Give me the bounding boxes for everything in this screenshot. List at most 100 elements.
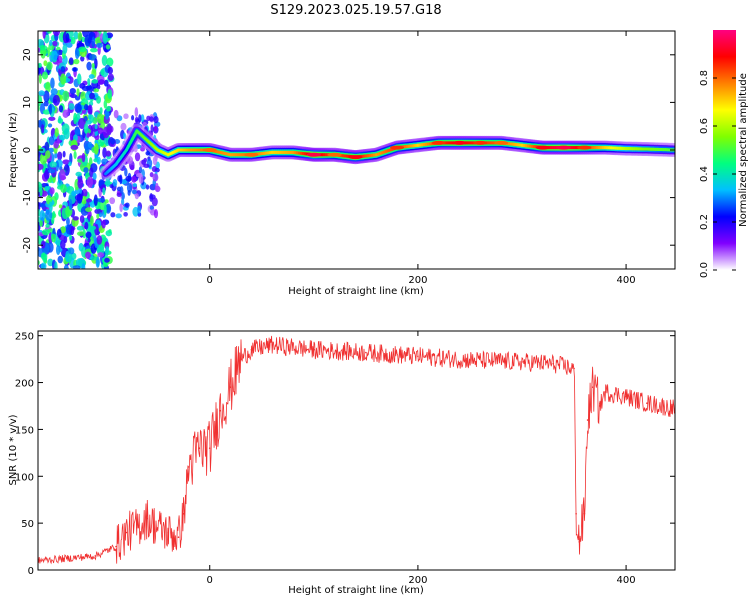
spectrogram-speckle (68, 57, 74, 65)
snr-point (586, 419, 589, 421)
spectrogram-speckle (149, 172, 154, 178)
spectrogram-speckle (152, 173, 159, 182)
snr-noise-trace (38, 335, 675, 565)
spectrogram-speckle (70, 225, 75, 236)
spectrogram-speckle (153, 209, 159, 219)
spectrogram-speckle (119, 203, 123, 213)
spectrogram-speckle (83, 167, 89, 174)
spectrogram-speckle (137, 205, 141, 214)
y-tick-label: 250 (15, 332, 34, 343)
spectrogram-speckle (73, 150, 77, 160)
spectrogram-speckle (69, 87, 76, 95)
spectrogram-speckle (59, 134, 66, 141)
spectrogram-speckle (88, 74, 95, 79)
spectrogram-speckle (146, 115, 151, 122)
spectrogram-speckle (133, 144, 138, 153)
spectrogram-speckle (38, 90, 45, 96)
snr-line-marks (38, 335, 675, 565)
spectrogram-speckle (48, 103, 52, 115)
spectrogram-speckle (105, 150, 111, 157)
spectrogram-speckle (138, 114, 142, 123)
snr-point (240, 358, 242, 360)
spectrogram-speckle (58, 204, 63, 209)
snr-point (625, 395, 627, 398)
spectrogram-speckle (62, 44, 68, 55)
snr-frame (37, 330, 676, 571)
spectrogram-speckle (47, 258, 54, 267)
spectrogram-hotspot (348, 155, 363, 160)
spectrogram-speckle (102, 126, 110, 139)
spectrogram-speckle (40, 262, 47, 269)
spectrogram-speckle (119, 174, 123, 185)
spectrogram-speckle (97, 198, 106, 203)
spectrogram-speckle (87, 237, 91, 243)
snr-point (219, 409, 221, 412)
spectrogram-speckle (68, 103, 75, 110)
spectrogram-speckle (52, 40, 58, 47)
spectrogram-speckle (74, 94, 81, 101)
snr-point (94, 555, 97, 557)
spectrogram-speckle (143, 163, 150, 168)
snr-point (271, 344, 273, 346)
spectrogram-speckle (43, 60, 48, 67)
spectrogram-speckle (94, 124, 98, 130)
spectrogram-hotspot (452, 140, 467, 145)
spectrogram-speckle (54, 261, 58, 269)
spectrogram-speckle (55, 244, 61, 255)
spectrogram-speckle (100, 68, 105, 76)
spectrogram-y-label: Frequency (Hz) (8, 112, 19, 188)
spectrogram-speckle (90, 47, 98, 53)
spectrogram-speckle (73, 31, 79, 40)
spectrogram-speckle (120, 122, 127, 131)
spectrogram-speckle (89, 167, 94, 178)
spectrogram-speckle (38, 181, 43, 193)
snr-point (552, 363, 555, 365)
snr-point (115, 545, 117, 548)
spectrogram-speckle (85, 251, 91, 259)
spectrogram-speckle (76, 231, 85, 237)
snr-point (167, 531, 169, 534)
spectrogram-speckle (66, 217, 70, 226)
spectrogram-speckle (105, 246, 110, 255)
y-tick-label: 10 (22, 96, 33, 109)
snr-point (578, 541, 581, 543)
snr-point (573, 367, 575, 370)
spectrogram-speckle (47, 177, 52, 183)
snr-point (125, 531, 128, 534)
snr-point (250, 348, 253, 351)
snr-point (604, 391, 607, 393)
spectrogram-speckle (73, 58, 80, 65)
spectrogram-speckle (107, 73, 114, 81)
spectrogram-speckle (68, 161, 72, 166)
spectrogram-speckle (39, 220, 43, 227)
spectrogram-speckle (96, 113, 105, 124)
spectrogram-hotspot (327, 152, 342, 157)
spectrogram-speckle (98, 212, 103, 218)
snr-point (417, 355, 419, 358)
spectrogram-speckle (44, 186, 50, 191)
spectrogram-speckle (97, 252, 105, 258)
spectrogram-speckle (69, 234, 73, 241)
spectrogram-speckle (62, 109, 69, 118)
spectrogram-speckle (107, 88, 112, 99)
spectrogram-speckle (47, 31, 52, 34)
spectrogram-speckle (74, 128, 81, 135)
spectrogram-speckle (68, 198, 73, 211)
spectrogram-speckle (70, 36, 76, 45)
spectrogram-speckle (72, 67, 77, 72)
spectrogram-speckle (77, 73, 82, 85)
spectrogram-speckle (87, 141, 93, 149)
y-tick-label: -20 (22, 237, 33, 253)
spectrogram-speckle (73, 112, 78, 125)
snr-x-label: Height of straight line (km) (288, 585, 424, 596)
spectrogram-ticks: 0 200 400 -20 -10 0 10 20 (22, 31, 675, 286)
spectrogram-speckle (151, 197, 158, 207)
snr-point (469, 359, 471, 361)
spectrogram-speckle (40, 252, 47, 260)
spectrogram-speckle (62, 159, 70, 165)
spectrogram-speckle (89, 92, 95, 100)
spectrogram-speckle (106, 57, 114, 67)
snr-panel: 0 200 400 0 50 100 150 200 250 Height of straigh… (8, 330, 676, 596)
colorbar-tick-label: 0.4 (699, 166, 710, 182)
spectrogram-speckle (59, 168, 66, 181)
